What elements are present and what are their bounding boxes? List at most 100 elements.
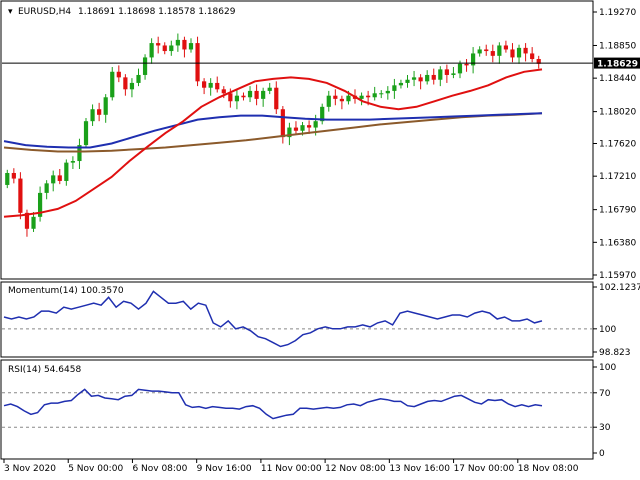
price-y-tick-label: 1.18850	[599, 41, 636, 51]
rsi-pane	[0, 359, 594, 460]
candle-body	[392, 85, 397, 91]
candle-body	[261, 90, 266, 99]
candle-body	[510, 49, 515, 58]
candle-body	[385, 90, 390, 94]
momentum-y-tick-label: 102.1237	[599, 283, 640, 293]
ma-fast-line	[3, 68, 543, 218]
candle-body	[31, 216, 36, 229]
candle-body	[11, 172, 16, 179]
candle-body	[503, 45, 509, 50]
candle-body	[208, 82, 213, 88]
candle-body	[254, 90, 259, 99]
candle-body	[293, 127, 299, 131]
rsi-y-tick-label: 0	[599, 449, 605, 459]
candle-body	[215, 82, 220, 90]
candle-body	[398, 82, 404, 86]
x-tick-label: 17 Nov 00:00	[454, 464, 515, 474]
momentum-label: Momentum(14) 100.3570	[8, 286, 124, 296]
ma-slow-line	[3, 112, 543, 153]
candle-body	[18, 178, 23, 213]
x-tick-label: 11 Nov 00:00	[261, 464, 322, 474]
candle-body	[536, 59, 541, 64]
candle-body	[64, 162, 69, 181]
candle-body	[372, 93, 377, 98]
candle-body	[320, 106, 325, 122]
candle-body	[202, 81, 207, 88]
price-y-tick-label: 1.18440	[599, 74, 636, 84]
momentum-plot	[2, 290, 593, 348]
rsi-plot	[2, 388, 593, 428]
candle-body	[77, 145, 82, 162]
candle-body	[97, 109, 102, 115]
candle-body	[523, 47, 528, 54]
candle-body	[464, 63, 469, 66]
candle-body	[221, 89, 226, 94]
price-y-tick-label: 1.16380	[599, 238, 636, 248]
candle-body	[326, 95, 331, 107]
candle-body	[411, 77, 417, 80]
candle-body	[182, 39, 187, 50]
ohlc-label: 1.18691 1.18698 1.18578 1.18629	[78, 7, 236, 17]
x-tick-label: 3 Nov 2020	[4, 464, 56, 474]
price-y-tick-label: 1.17210	[599, 172, 636, 182]
candle-body	[195, 43, 200, 82]
candle-body	[425, 74, 430, 82]
candle-body	[70, 161, 75, 163]
candle-body	[162, 45, 167, 52]
x-tick-label: 6 Nov 08:00	[132, 464, 187, 474]
momentum-y-tick-label: 100	[599, 325, 616, 335]
candle-body	[169, 45, 174, 52]
candle-body	[359, 95, 364, 99]
candle-body	[149, 43, 154, 58]
candle-body	[497, 45, 502, 56]
candle-body	[339, 98, 344, 102]
rsi-line	[3, 388, 543, 420]
current-price-tag	[594, 57, 640, 69]
candle-body	[110, 71, 115, 98]
momentum-y-tick-label: 98.823	[599, 348, 631, 358]
candle-body	[333, 95, 338, 99]
candle-body	[405, 79, 410, 83]
rsi-y-tick-label: 100	[599, 363, 616, 373]
candle-body	[516, 47, 522, 58]
candle-body	[313, 121, 318, 128]
rsi-y-tick-label: 70	[599, 389, 611, 399]
candle-body	[366, 95, 371, 98]
candle-body	[444, 69, 449, 75]
candle-body	[5, 172, 10, 185]
candle-body	[438, 69, 443, 80]
candle-body	[418, 77, 423, 82]
candle-body	[490, 51, 495, 56]
candle-body	[51, 175, 56, 184]
rsi-y-tick-label: 30	[599, 423, 611, 433]
candle-body	[484, 49, 489, 52]
momentum-line	[3, 290, 543, 348]
price-y-tick-label: 1.16790	[599, 206, 636, 216]
ma-mid-line	[3, 112, 543, 149]
candle-body	[280, 109, 285, 138]
candle-body	[379, 93, 384, 95]
symbol-label: EURUSD,H4	[18, 7, 71, 17]
candle-body	[103, 97, 108, 115]
candle-body	[24, 212, 30, 229]
momentum-pane	[0, 281, 594, 358]
candle-body	[136, 74, 141, 83]
candle-body	[267, 87, 272, 91]
price-y-tick-label: 1.18020	[599, 108, 636, 118]
candle-body	[431, 74, 436, 80]
x-tick-label: 9 Nov 16:00	[197, 464, 252, 474]
x-tick-label: 12 Nov 08:00	[325, 464, 386, 474]
candle-body	[346, 95, 351, 102]
candle-body	[234, 95, 240, 102]
candle-body	[188, 43, 194, 50]
price-pane	[0, 0, 594, 280]
chart-menu-icon[interactable]: ▾	[8, 7, 13, 17]
candle-body	[530, 53, 535, 60]
candle-body	[44, 183, 49, 193]
candle-body	[306, 125, 312, 128]
candle-body	[175, 39, 180, 46]
candle-body	[142, 57, 148, 75]
current-price-label: 1.18629	[597, 60, 638, 70]
candle-body	[241, 95, 246, 98]
